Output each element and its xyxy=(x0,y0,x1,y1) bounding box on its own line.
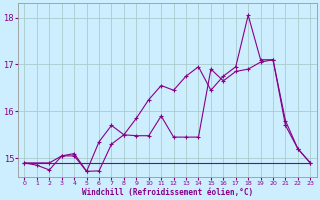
X-axis label: Windchill (Refroidissement éolien,°C): Windchill (Refroidissement éolien,°C) xyxy=(82,188,253,197)
